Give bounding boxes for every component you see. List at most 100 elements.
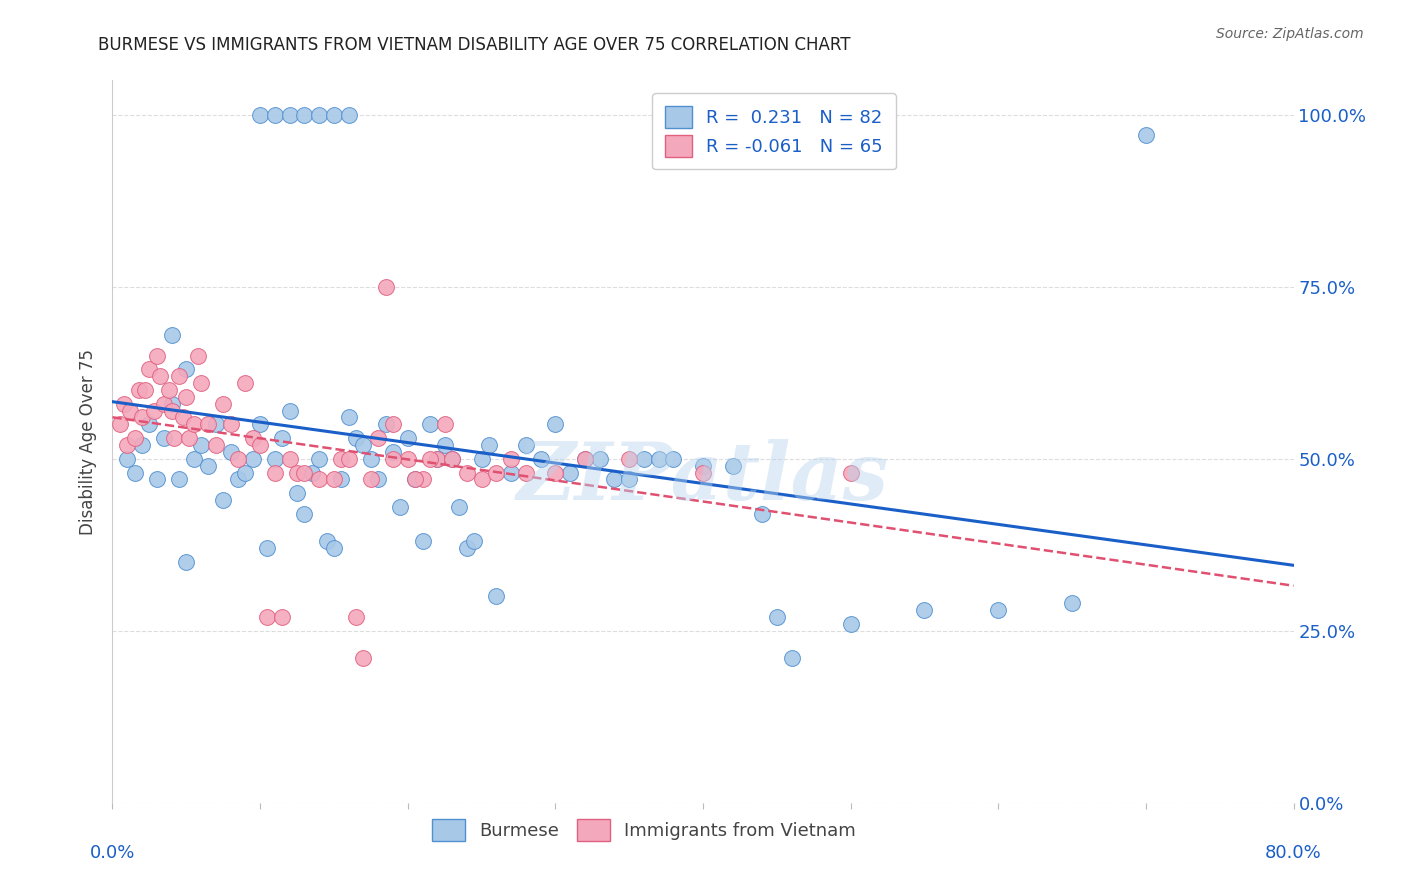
- Point: [167, 472, 190, 486]
- Point: [308, 451, 330, 466]
- Point: [233, 466, 256, 480]
- Point: [662, 451, 685, 466]
- Point: [138, 362, 160, 376]
- Point: [352, 438, 374, 452]
- Point: [256, 541, 278, 556]
- Point: [108, 417, 131, 432]
- Point: [433, 438, 456, 452]
- Point: [131, 410, 153, 425]
- Point: [692, 458, 714, 473]
- Legend: Burmese, Immigrants from Vietnam: Burmese, Immigrants from Vietnam: [425, 812, 863, 848]
- Point: [360, 451, 382, 466]
- Point: [153, 431, 176, 445]
- Point: [187, 349, 209, 363]
- Point: [588, 451, 610, 466]
- Point: [374, 279, 396, 293]
- Point: [117, 451, 138, 466]
- Point: [485, 590, 508, 604]
- Point: [337, 410, 360, 425]
- Point: [205, 417, 228, 432]
- Point: [501, 451, 523, 466]
- Point: [412, 534, 434, 549]
- Point: [323, 541, 346, 556]
- Point: [478, 438, 501, 452]
- Point: [330, 451, 353, 466]
- Point: [426, 451, 449, 466]
- Point: [619, 472, 641, 486]
- Point: [367, 431, 389, 445]
- Point: [1062, 596, 1084, 610]
- Point: [285, 466, 308, 480]
- Point: [146, 349, 169, 363]
- Point: [330, 472, 353, 486]
- Point: [128, 383, 150, 397]
- Point: [344, 610, 367, 624]
- Point: [264, 108, 287, 122]
- Point: [138, 417, 160, 432]
- Point: [160, 327, 183, 342]
- Point: [633, 451, 655, 466]
- Point: [396, 431, 419, 445]
- Point: [692, 466, 714, 480]
- Point: [131, 438, 153, 452]
- Point: [197, 458, 219, 473]
- Point: [426, 451, 449, 466]
- Point: [271, 431, 294, 445]
- Point: [120, 403, 142, 417]
- Point: [501, 466, 523, 480]
- Point: [374, 417, 396, 432]
- Point: [412, 472, 434, 486]
- Point: [470, 472, 494, 486]
- Point: [205, 438, 228, 452]
- Point: [647, 451, 671, 466]
- Point: [160, 397, 183, 411]
- Point: [839, 466, 862, 480]
- Point: [278, 108, 301, 122]
- Point: [212, 397, 235, 411]
- Point: [456, 466, 478, 480]
- Point: [382, 445, 405, 459]
- Point: [456, 541, 478, 556]
- Point: [278, 451, 301, 466]
- Point: [226, 451, 249, 466]
- Point: [174, 555, 197, 569]
- Point: [308, 472, 330, 486]
- Point: [574, 451, 596, 466]
- Point: [163, 431, 186, 445]
- Point: [172, 410, 194, 425]
- Point: [323, 108, 346, 122]
- Point: [233, 376, 256, 390]
- Text: BURMESE VS IMMIGRANTS FROM VIETNAM DISABILITY AGE OVER 75 CORRELATION CHART: BURMESE VS IMMIGRANTS FROM VIETNAM DISAB…: [98, 36, 851, 54]
- Point: [242, 451, 264, 466]
- Point: [197, 417, 219, 432]
- Point: [721, 458, 744, 473]
- Point: [404, 472, 426, 486]
- Point: [242, 431, 264, 445]
- Point: [382, 417, 405, 432]
- Point: [449, 500, 471, 514]
- Text: 80.0%: 80.0%: [1265, 844, 1322, 862]
- Point: [441, 451, 464, 466]
- Point: [396, 451, 419, 466]
- Point: [441, 451, 464, 466]
- Point: [308, 108, 330, 122]
- Point: [544, 417, 567, 432]
- Point: [515, 466, 537, 480]
- Point: [515, 438, 537, 452]
- Point: [249, 438, 271, 452]
- Point: [382, 451, 405, 466]
- Point: [619, 451, 641, 466]
- Point: [167, 369, 190, 384]
- Point: [256, 610, 278, 624]
- Point: [285, 486, 308, 500]
- Point: [463, 534, 485, 549]
- Point: [183, 451, 205, 466]
- Point: [1135, 128, 1157, 143]
- Point: [292, 108, 315, 122]
- Point: [470, 451, 494, 466]
- Point: [112, 397, 135, 411]
- Point: [117, 438, 138, 452]
- Point: [367, 472, 389, 486]
- Point: [485, 466, 508, 480]
- Point: [544, 466, 567, 480]
